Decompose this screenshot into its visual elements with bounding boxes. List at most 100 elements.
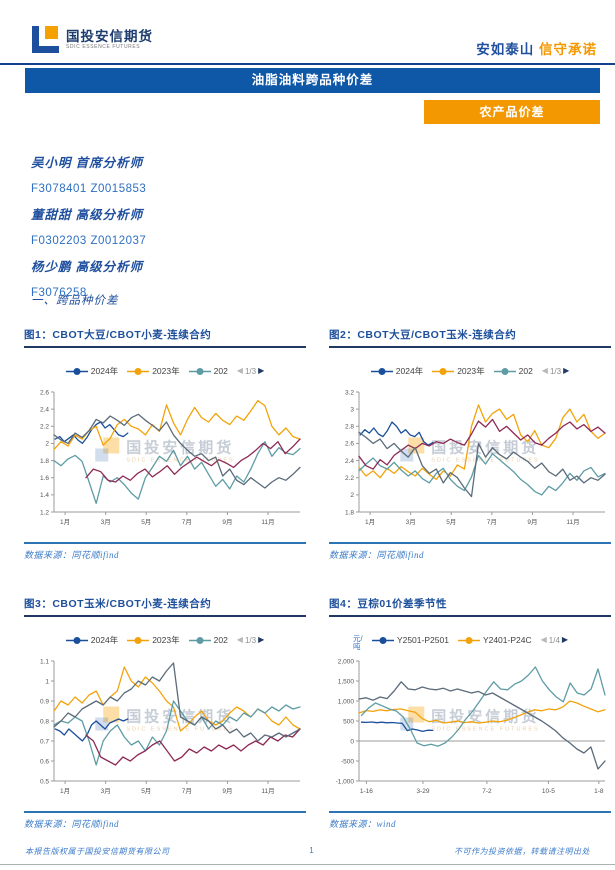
watermark: 国投安信期货 SDIC ESSENCE FUTURES (400, 436, 539, 463)
chart-figure-3: 图3：CBOT玉米/CBOT小麦-连续合约 2024年 2023年 202 ◀ 1/3 ▶… (24, 596, 306, 830)
watermark-text: 国投安信期货 (431, 439, 540, 457)
legend-item: 2023年 (127, 365, 180, 377)
svg-text:9月: 9月 (222, 787, 232, 795)
series-line-maroon (85, 438, 301, 483)
watermark-subtext: SDIC ESSENCE FUTURES (126, 457, 235, 464)
svg-text:0: 0 (350, 738, 354, 745)
legend-next-icon[interactable]: ▶ (258, 635, 265, 644)
legend-item: 2023年 (127, 634, 180, 646)
legend-marker-icon (65, 367, 88, 375)
svg-text:5月: 5月 (446, 518, 456, 526)
chart-title: 图2：CBOT大豆/CBOT玉米-连续合约 (329, 329, 517, 341)
legend-item: 202 (188, 635, 228, 645)
series-line-teal (53, 441, 301, 505)
legend-prev-icon[interactable]: ◀ (541, 366, 548, 375)
legend-item: 2024年 (65, 365, 118, 377)
legend-next-icon[interactable]: ▶ (563, 366, 570, 375)
analyst-name: 杨少鹏 高级分析师 (31, 260, 144, 274)
line-chart-svg: 1.2 1.4 1.6 1.8 2 2.2 2.4 2.6 1月 3月 5月 7月 9月 11月 (40, 389, 301, 526)
legend-item: 202 (188, 366, 228, 376)
analyst-codes: F3078401 Z0015853 (31, 183, 147, 195)
chart-legend: 2024年 2023年 202 ◀ 1/3 ▶ (24, 631, 306, 649)
svg-text:2.8: 2.8 (345, 424, 354, 431)
analyst-codes: F3076258 (31, 287, 87, 299)
legend-marker-icon (127, 636, 150, 644)
legend-marker-icon (432, 367, 455, 375)
analyst-list: 吴小明 首席分析师 F3078401 Z0015853 董甜甜 高级分析师 F0… (31, 150, 146, 306)
page-footer: 本报告版权属于国投安信期货有限公司 1 不可作为投资依据，转载请注明出处 (25, 846, 590, 857)
svg-text:9月: 9月 (527, 518, 537, 526)
legend-prev-icon[interactable]: ◀ (236, 635, 243, 644)
disclaimer-text: 不可作为投资依据，转载请注明出处 (453, 847, 590, 856)
svg-text:1月: 1月 (60, 787, 70, 795)
svg-text:2: 2 (45, 441, 49, 448)
analyst-name: 吴小明 首席分析师 (31, 156, 144, 170)
svg-text:-500: -500 (341, 758, 354, 765)
company-name: 国投安信期货 (66, 29, 153, 44)
watermark-text: 国投安信期货 (126, 439, 235, 457)
series-line-slate (358, 681, 606, 770)
series-line-maroon (85, 728, 301, 766)
svg-text:1.8: 1.8 (345, 509, 354, 516)
svg-text:3月: 3月 (101, 518, 111, 526)
legend-item: Y2501-P2501 (371, 635, 449, 645)
svg-text:1: 1 (45, 678, 49, 685)
category-badge: 农产品价差 (424, 100, 600, 124)
chart-legend: 2024年 2023年 202 ◀ 1/3 ▶ (24, 362, 306, 380)
svg-text:3: 3 (350, 406, 354, 413)
data-source: 数据来源：同花顺ifind (24, 819, 120, 829)
page-number: 1 (309, 846, 315, 855)
svg-text:2.6: 2.6 (345, 441, 354, 448)
series-line-orange (358, 404, 606, 481)
svg-text:7月: 7月 (182, 787, 192, 795)
legend-item: 202 (493, 366, 533, 376)
y-axis-unit-label: 元/吨 (353, 634, 363, 651)
watermark-subtext: SDIC ESSENCE FUTURES (431, 457, 540, 464)
footer-divider (0, 864, 615, 865)
source-divider (24, 542, 306, 544)
svg-text:10-5: 10-5 (542, 788, 555, 795)
legend-prev-icon[interactable]: ◀ (540, 635, 547, 644)
line-chart-svg: -1,000 -500 0 500 1,000 1,500 2,000 1-16 3-29 7-2… (336, 658, 606, 795)
series-line-maroon (358, 418, 606, 470)
legend-marker-icon (370, 367, 393, 375)
svg-text:2.2: 2.2 (345, 475, 354, 482)
line-chart-svg: 0.5 0.6 0.7 0.8 0.9 1 1.1 1月 3月 5月 7月 9月 11月 (40, 658, 301, 795)
legend-next-icon[interactable]: ▶ (258, 366, 265, 375)
legend-page-indicator: 1/4 (548, 635, 560, 645)
svg-text:0.9: 0.9 (40, 698, 49, 705)
report-title-banner: 油脂油料跨品种价差 (25, 68, 600, 93)
legend-prev-icon[interactable]: ◀ (236, 366, 243, 375)
header-divider (0, 63, 615, 65)
svg-text:7月: 7月 (182, 518, 192, 526)
svg-text:1-16: 1-16 (360, 788, 373, 795)
watermark-logo-icon (95, 706, 120, 731)
copyright-text: 本报告版权属于国投安信期货有限公司 (25, 847, 170, 856)
legend-marker-icon (493, 367, 516, 375)
svg-text:0.8: 0.8 (40, 718, 49, 725)
legend-next-icon[interactable]: ▶ (561, 635, 569, 644)
chart-legend: Y2501-P2501 Y2401-P24C ◀ 1/4 ▶ (329, 631, 611, 649)
legend-marker-icon (188, 367, 211, 375)
company-slogan: 安如泰山 信守承诺 (476, 38, 597, 58)
legend-marker-icon (457, 636, 480, 644)
svg-text:1月: 1月 (60, 518, 70, 526)
svg-text:2.2: 2.2 (40, 424, 49, 431)
chart-title: 图3：CBOT玉米/CBOT小麦-连续合约 (24, 598, 212, 610)
company-logo-icon (32, 26, 59, 53)
svg-text:2.4: 2.4 (345, 458, 354, 465)
svg-text:1月: 1月 (365, 518, 375, 526)
svg-text:7-2: 7-2 (482, 788, 492, 795)
svg-text:11月: 11月 (261, 518, 274, 526)
series-line-orange (358, 700, 606, 724)
legend-item: Y2401-P24C (457, 635, 532, 645)
series-line-navy (359, 421, 434, 446)
svg-text:0.5: 0.5 (40, 778, 49, 785)
source-divider (329, 811, 611, 813)
svg-text:2.6: 2.6 (40, 389, 49, 396)
data-source: 数据来源：同花顺ifind (24, 550, 120, 560)
svg-text:3月: 3月 (406, 518, 416, 526)
section-heading: 一、跨品种价差 (31, 295, 119, 307)
svg-text:500: 500 (343, 718, 354, 725)
chart-figure-1: 图1：CBOT大豆/CBOT小麦-连续合约 2024年 2023年 202 ◀ 1/3 ▶… (24, 327, 306, 561)
